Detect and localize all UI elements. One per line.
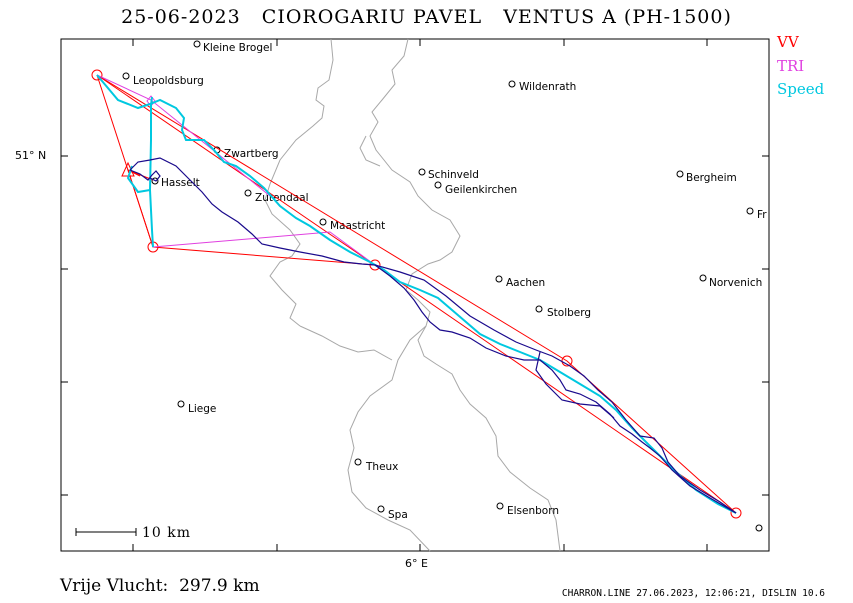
flight-track	[129, 157, 737, 514]
place-label: Elsenborn	[507, 505, 559, 517]
legend-vv: VV	[777, 33, 799, 51]
free-flight-distance: Vrije Vlucht: 297.9 km	[60, 576, 260, 596]
map-title: 25-06-2023 CIOROGARIU PAVEL VENTUS A (PH…	[121, 6, 732, 28]
place-label: Liege	[188, 403, 216, 415]
axis-ticks	[61, 39, 769, 551]
legend-tri: TRI	[777, 57, 805, 75]
place-label: Geilenkirchen	[445, 184, 517, 196]
place-label: Maastricht	[330, 220, 385, 232]
speed-track	[96, 74, 737, 514]
latitude-label: 51° N	[15, 149, 47, 162]
place-label: Fr	[757, 209, 767, 221]
place-label: Theux	[365, 461, 398, 473]
place-label: Spa	[388, 509, 408, 521]
country-borders	[264, 38, 561, 552]
place-label: Stolberg	[547, 307, 591, 319]
place-label: Bergheim	[686, 172, 737, 184]
place-label: Leopoldsburg	[133, 75, 204, 87]
place-label: Kleine Brogel	[203, 42, 272, 54]
place-label: Aachen	[506, 277, 545, 289]
place-label: Zwartberg	[224, 148, 279, 160]
scale-label: 10 km	[142, 525, 192, 541]
place-label: Hasselt	[161, 177, 200, 189]
map-frame	[60, 38, 770, 552]
place-label: Schinveld	[428, 169, 479, 181]
place-label: Wildenrath	[519, 81, 576, 93]
scale-bar	[75, 528, 137, 536]
place-label: Norvenich	[709, 277, 762, 289]
longitude-label: 6° E	[405, 557, 428, 570]
place-labels: Kleine Brogel Leopoldsburg Wildenrath Zw…	[133, 42, 767, 521]
credits-line: CHARRON.LINE 27.06.2023, 12:06:21, DISLI…	[561, 588, 825, 599]
vv-task-lines	[96, 74, 737, 514]
legend-speed: Speed	[777, 80, 825, 98]
place-label: Zutendaal	[255, 192, 309, 204]
